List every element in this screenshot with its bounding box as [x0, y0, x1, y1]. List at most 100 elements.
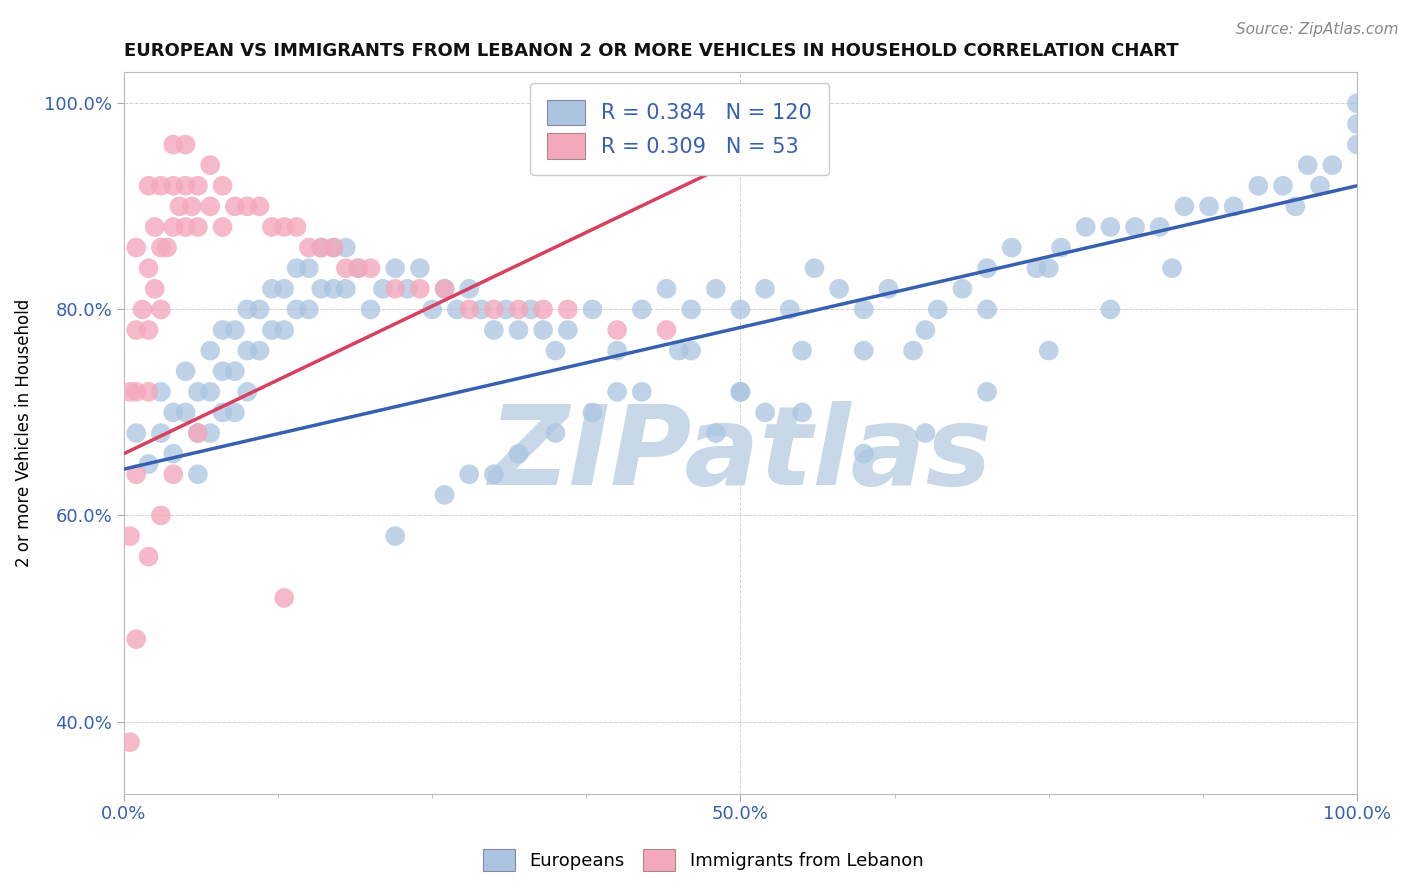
Point: [544, 343, 567, 358]
Point: [187, 467, 209, 482]
Point: [143, 219, 166, 234]
Point: [730, 302, 752, 317]
Point: [249, 199, 271, 213]
Point: [1161, 261, 1184, 276]
Point: [704, 282, 727, 296]
Point: [347, 261, 370, 276]
Point: [681, 302, 703, 317]
Point: [1296, 158, 1319, 172]
Point: [187, 425, 209, 440]
Point: [606, 384, 628, 399]
Point: [162, 467, 184, 482]
Point: [557, 323, 579, 337]
Point: [273, 323, 295, 337]
Point: [1322, 158, 1344, 172]
Point: [508, 302, 530, 317]
Point: [309, 241, 332, 255]
Point: [120, 384, 142, 399]
Point: [298, 261, 321, 276]
Point: [581, 302, 603, 317]
Point: [1038, 261, 1060, 276]
Point: [125, 241, 148, 255]
Point: [125, 425, 148, 440]
Point: [508, 447, 530, 461]
Point: [371, 282, 394, 296]
Point: [285, 219, 308, 234]
Point: [704, 425, 727, 440]
Point: [236, 199, 259, 213]
Point: [180, 199, 202, 213]
Point: [138, 178, 160, 193]
Point: [187, 425, 209, 440]
Point: [156, 241, 179, 255]
Point: [914, 323, 936, 337]
Point: [174, 137, 197, 152]
Point: [520, 302, 543, 317]
Point: [211, 405, 233, 419]
Point: [224, 199, 246, 213]
Point: [976, 261, 998, 276]
Point: [224, 405, 246, 419]
Point: [730, 384, 752, 399]
Point: [1222, 199, 1244, 213]
Point: [200, 199, 222, 213]
Point: [162, 137, 184, 152]
Point: [1247, 178, 1270, 193]
Point: [1074, 219, 1097, 234]
Point: [1346, 137, 1368, 152]
Point: [298, 241, 321, 255]
Point: [630, 302, 652, 317]
Point: [790, 405, 813, 419]
Point: [1173, 199, 1195, 213]
Point: [174, 178, 197, 193]
Point: [828, 282, 851, 296]
Point: [125, 632, 148, 647]
Point: [446, 302, 468, 317]
Point: [606, 343, 628, 358]
Point: [470, 302, 492, 317]
Point: [335, 241, 357, 255]
Point: [309, 241, 332, 255]
Point: [249, 343, 271, 358]
Point: [224, 364, 246, 378]
Point: [409, 261, 432, 276]
Text: Source: ZipAtlas.com: Source: ZipAtlas.com: [1236, 22, 1399, 37]
Point: [482, 302, 505, 317]
Point: [730, 384, 752, 399]
Point: [790, 343, 813, 358]
Point: [187, 178, 209, 193]
Point: [322, 282, 344, 296]
Point: [125, 467, 148, 482]
Point: [495, 302, 517, 317]
Point: [335, 282, 357, 296]
Point: [877, 282, 900, 296]
Point: [409, 282, 432, 296]
Point: [273, 282, 295, 296]
Point: [803, 261, 825, 276]
Point: [1050, 241, 1073, 255]
Point: [322, 241, 344, 255]
Point: [1038, 343, 1060, 358]
Point: [273, 219, 295, 234]
Point: [927, 302, 949, 317]
Point: [754, 282, 776, 296]
Point: [187, 219, 209, 234]
Point: [162, 178, 184, 193]
Legend: R = 0.384   N = 120, R = 0.309   N = 53: R = 0.384 N = 120, R = 0.309 N = 53: [530, 83, 828, 176]
Point: [249, 302, 271, 317]
Text: ZIPatlas: ZIPatlas: [488, 401, 993, 508]
Point: [298, 302, 321, 317]
Point: [360, 302, 382, 317]
Point: [260, 282, 283, 296]
Point: [458, 467, 481, 482]
Point: [384, 282, 406, 296]
Point: [1309, 178, 1331, 193]
Point: [1001, 241, 1024, 255]
Point: [433, 282, 456, 296]
Point: [458, 302, 481, 317]
Text: EUROPEAN VS IMMIGRANTS FROM LEBANON 2 OR MORE VEHICLES IN HOUSEHOLD CORRELATION : EUROPEAN VS IMMIGRANTS FROM LEBANON 2 OR…: [124, 42, 1178, 60]
Point: [630, 384, 652, 399]
Point: [138, 384, 160, 399]
Point: [976, 302, 998, 317]
Point: [779, 302, 801, 317]
